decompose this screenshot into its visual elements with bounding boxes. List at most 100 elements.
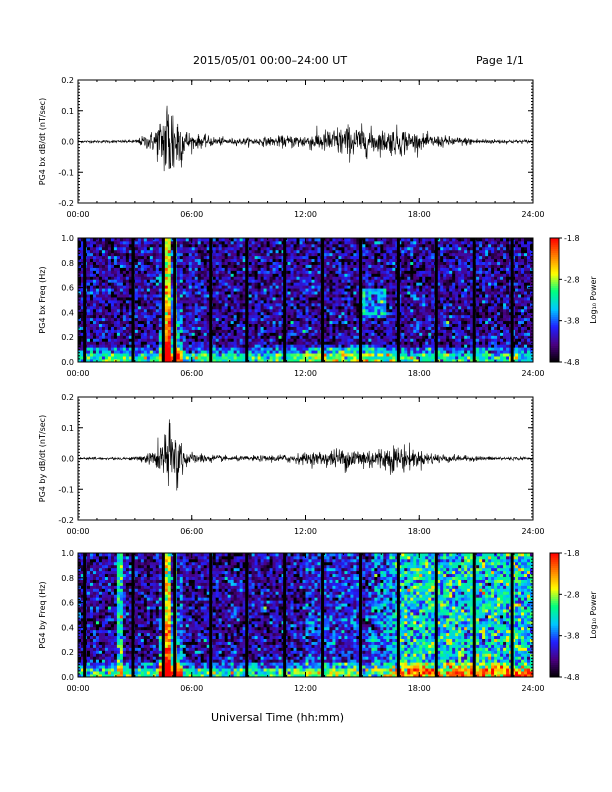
spectrogram-cell bbox=[413, 315, 416, 318]
spectrogram-cell bbox=[159, 244, 162, 247]
spectrogram-cell bbox=[401, 330, 404, 333]
spectrogram-cell bbox=[365, 297, 368, 300]
spectrogram-cell bbox=[186, 303, 189, 306]
spectrogram-cell bbox=[231, 350, 234, 353]
spectrogram-cell bbox=[123, 238, 126, 241]
spectrogram-cell bbox=[288, 268, 291, 271]
spectrogram-cell bbox=[389, 338, 392, 341]
spectrogram-cell bbox=[201, 350, 204, 353]
spectrogram-cell bbox=[347, 294, 350, 297]
spectrogram-cell bbox=[365, 347, 368, 350]
spectrogram-cell bbox=[222, 341, 225, 344]
spectrogram-cell bbox=[410, 259, 413, 262]
spectrogram-cell bbox=[111, 238, 114, 241]
spectrogram-cell bbox=[413, 253, 416, 256]
spectrogram-cell bbox=[332, 300, 335, 303]
spectrogram-cell bbox=[189, 297, 192, 300]
spectrogram-cell bbox=[168, 244, 171, 247]
spectrogram-cell bbox=[96, 338, 99, 341]
spectrogram-cell bbox=[297, 306, 300, 309]
spectrogram-cell bbox=[102, 273, 105, 276]
spectrogram-cell bbox=[126, 282, 129, 285]
spectrogram-cell bbox=[177, 338, 180, 341]
spectrogram-cell bbox=[291, 247, 294, 250]
spectrogram-cell bbox=[383, 327, 386, 330]
spectrogram-cell bbox=[365, 356, 368, 359]
spectrogram-cell bbox=[308, 327, 311, 330]
spectrogram-cell bbox=[147, 353, 150, 356]
spectrogram-cell bbox=[311, 250, 314, 253]
spectrogram-cell bbox=[231, 279, 234, 282]
spectrogram-cell bbox=[204, 265, 207, 268]
spectrogram-cell bbox=[404, 338, 407, 341]
spectrogram-cell bbox=[117, 279, 120, 282]
spectrogram-cell bbox=[306, 244, 309, 247]
spectrogram-cell bbox=[117, 300, 120, 303]
spectrogram-cell bbox=[368, 353, 371, 356]
spectrogram-cell bbox=[314, 312, 317, 315]
spectrogram-cell bbox=[332, 253, 335, 256]
spectrogram-cell bbox=[240, 288, 243, 291]
spectrogram-cell bbox=[87, 238, 90, 241]
spectrogram-cell bbox=[332, 262, 335, 265]
spectrogram-cell bbox=[135, 303, 138, 306]
spectrogram-cell bbox=[317, 332, 320, 335]
spectrogram-cell bbox=[303, 288, 306, 291]
spectrogram-cell bbox=[404, 256, 407, 259]
spectrogram-cell bbox=[374, 312, 377, 315]
spectrogram-cell bbox=[240, 315, 243, 318]
spectrogram-cell bbox=[413, 294, 416, 297]
spectrogram-cell bbox=[186, 244, 189, 247]
spectrogram-cell bbox=[237, 270, 240, 273]
spectrogram-cell bbox=[117, 356, 120, 359]
spectrogram-cell bbox=[192, 303, 195, 306]
spectrogram-cell bbox=[311, 324, 314, 327]
spectrogram-cell bbox=[413, 270, 416, 273]
spectrogram-cell bbox=[368, 332, 371, 335]
spectrogram-cell bbox=[306, 291, 309, 294]
spectrogram-cell bbox=[335, 300, 338, 303]
spectrogram-cell bbox=[249, 282, 252, 285]
spectrogram-cell bbox=[147, 285, 150, 288]
spectrogram-cell bbox=[216, 353, 219, 356]
spectrogram-cell bbox=[249, 312, 252, 315]
spectrogram-cell bbox=[317, 247, 320, 250]
spectrogram-cell bbox=[141, 279, 144, 282]
spectrogram-cell bbox=[180, 247, 183, 250]
spectrogram-cell bbox=[276, 294, 279, 297]
spectrogram-cell bbox=[350, 347, 353, 350]
spectrogram-cell bbox=[288, 288, 291, 291]
spectrogram-cell bbox=[377, 309, 380, 312]
spectrogram-cell bbox=[156, 309, 159, 312]
spectrogram-cell bbox=[111, 312, 114, 315]
spectrogram-cell bbox=[240, 330, 243, 333]
spectrogram-cell bbox=[189, 327, 192, 330]
spectrogram-cell bbox=[264, 238, 267, 241]
spectrogram-cell bbox=[258, 347, 261, 350]
spectrogram-cell bbox=[99, 332, 102, 335]
spectrogram-cell bbox=[213, 253, 216, 256]
spectrogram-cell bbox=[419, 262, 422, 265]
spectrogram-cell bbox=[350, 324, 353, 327]
spectrogram-cell bbox=[308, 309, 311, 312]
spectrogram-cell bbox=[413, 303, 416, 306]
spectrogram-cell bbox=[228, 315, 231, 318]
spectrogram-cell bbox=[249, 288, 252, 291]
spectrogram-cell bbox=[219, 291, 222, 294]
spectrogram-cell bbox=[234, 273, 237, 276]
spectrogram-cell bbox=[147, 356, 150, 359]
spectrogram-cell bbox=[368, 259, 371, 262]
spectrogram-cell bbox=[258, 330, 261, 333]
spectrogram-cell bbox=[93, 318, 96, 321]
spectrogram-cell bbox=[216, 335, 219, 338]
spectrogram-cell bbox=[153, 291, 156, 294]
spectrogram-cell bbox=[204, 315, 207, 318]
spectrogram-cell bbox=[404, 356, 407, 359]
spectrogram-cell bbox=[102, 265, 105, 268]
spectrogram-cell bbox=[228, 265, 231, 268]
spectrogram-cell bbox=[347, 306, 350, 309]
spectrogram-cell bbox=[308, 268, 311, 271]
spectrogram-cell bbox=[347, 253, 350, 256]
spectrogram-cell bbox=[347, 353, 350, 356]
spectrogram-cell bbox=[117, 297, 120, 300]
